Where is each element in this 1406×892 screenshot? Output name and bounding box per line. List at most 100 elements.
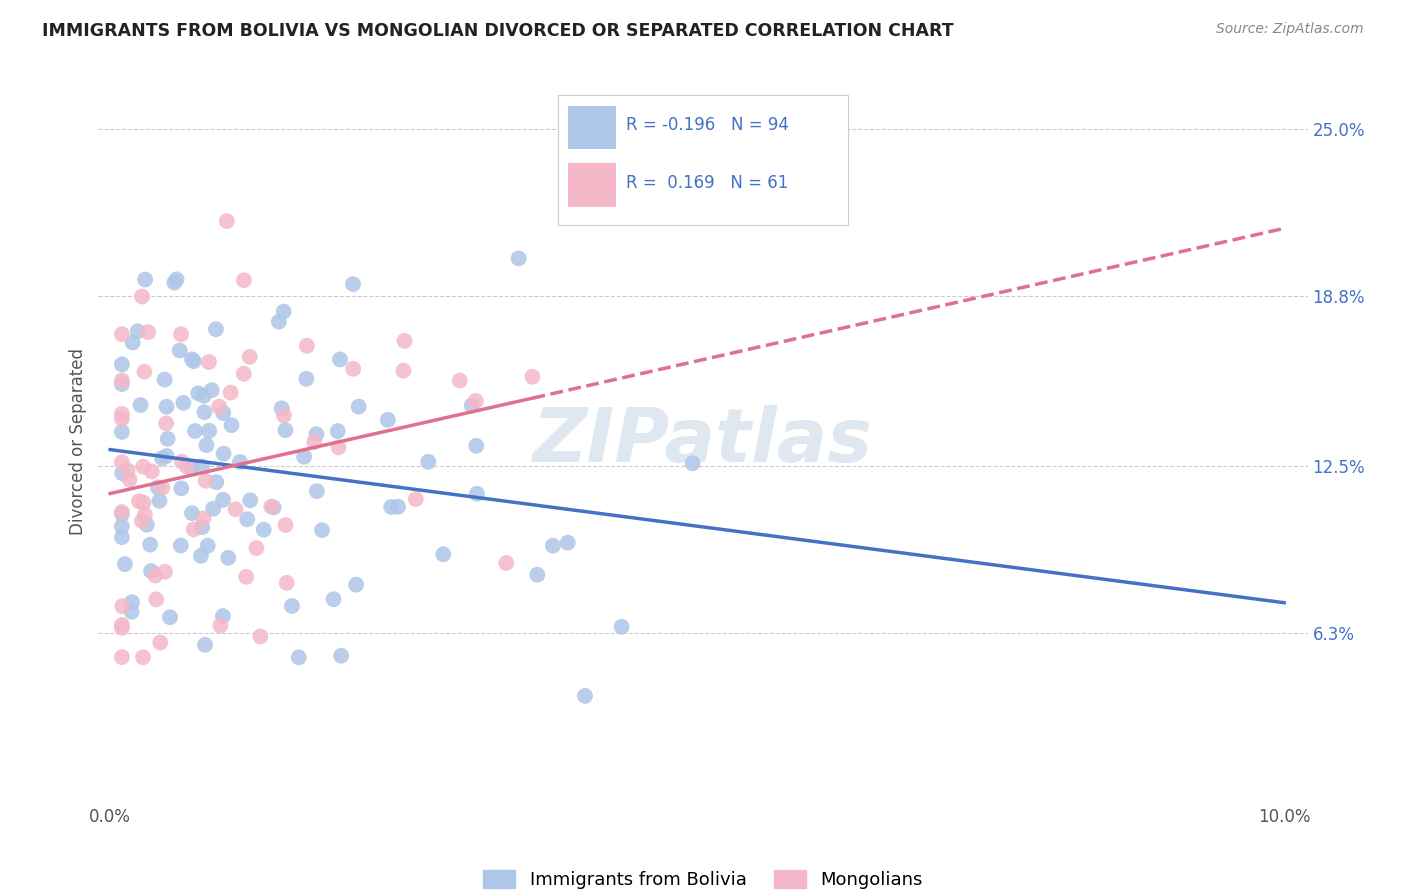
Point bbox=[172, 396, 194, 410]
Point bbox=[135, 517, 157, 532]
Point bbox=[522, 369, 544, 384]
Point bbox=[193, 511, 215, 525]
Point bbox=[326, 424, 349, 438]
Point bbox=[121, 595, 143, 609]
Text: R =  0.169   N = 61: R = 0.169 N = 61 bbox=[626, 174, 787, 192]
Point bbox=[111, 327, 134, 342]
Point bbox=[270, 401, 292, 416]
Point bbox=[118, 473, 141, 487]
Point bbox=[394, 334, 416, 348]
Point bbox=[128, 494, 150, 508]
Point bbox=[205, 322, 228, 336]
Point bbox=[273, 409, 295, 423]
Point bbox=[131, 514, 153, 528]
Point bbox=[281, 599, 304, 613]
Point bbox=[329, 352, 352, 367]
Point bbox=[295, 339, 318, 353]
Point bbox=[111, 530, 134, 544]
FancyBboxPatch shape bbox=[568, 105, 616, 149]
Point bbox=[292, 450, 315, 464]
Point bbox=[215, 214, 238, 228]
Point bbox=[132, 496, 155, 510]
Point bbox=[111, 507, 134, 521]
Point bbox=[311, 523, 333, 537]
Point bbox=[111, 519, 134, 533]
Point bbox=[212, 609, 235, 624]
Point bbox=[111, 466, 134, 480]
Point bbox=[209, 618, 232, 632]
Point bbox=[557, 535, 579, 549]
Point bbox=[322, 592, 344, 607]
Point bbox=[198, 424, 221, 438]
Point bbox=[156, 432, 179, 446]
Point bbox=[495, 556, 517, 570]
Point bbox=[464, 393, 486, 408]
Point bbox=[149, 635, 172, 649]
Point bbox=[193, 405, 215, 419]
Point bbox=[159, 610, 181, 624]
Point bbox=[194, 638, 217, 652]
Text: R = -0.196   N = 94: R = -0.196 N = 94 bbox=[626, 116, 789, 134]
Point bbox=[132, 650, 155, 665]
Point bbox=[111, 618, 134, 632]
Point bbox=[574, 689, 596, 703]
Point bbox=[405, 491, 427, 506]
Point bbox=[111, 455, 134, 469]
Point bbox=[117, 463, 139, 477]
Point bbox=[239, 493, 262, 508]
Point bbox=[136, 325, 159, 339]
Point bbox=[163, 276, 186, 290]
Y-axis label: Divorced or Separated: Divorced or Separated bbox=[69, 348, 87, 535]
Point bbox=[191, 459, 214, 474]
Point bbox=[180, 460, 202, 475]
Point bbox=[212, 406, 235, 420]
Point bbox=[239, 350, 262, 364]
Point bbox=[146, 480, 169, 494]
Point bbox=[195, 438, 218, 452]
Point bbox=[134, 272, 156, 286]
Point bbox=[347, 400, 370, 414]
Point bbox=[170, 539, 193, 553]
Point bbox=[145, 592, 167, 607]
Point bbox=[267, 315, 290, 329]
Point bbox=[121, 335, 143, 350]
Text: Source: ZipAtlas.com: Source: ZipAtlas.com bbox=[1216, 22, 1364, 37]
Point bbox=[236, 512, 259, 526]
Point bbox=[208, 400, 231, 414]
Point bbox=[111, 357, 134, 371]
Point bbox=[181, 506, 204, 520]
Point bbox=[197, 539, 219, 553]
Point bbox=[212, 447, 235, 461]
Point bbox=[217, 550, 239, 565]
Point bbox=[249, 630, 271, 644]
Point bbox=[328, 440, 350, 454]
Point bbox=[305, 484, 328, 499]
Point bbox=[139, 564, 162, 578]
Legend: Immigrants from Bolivia, Mongolians: Immigrants from Bolivia, Mongolians bbox=[475, 863, 931, 892]
Point bbox=[114, 557, 136, 571]
Point bbox=[342, 361, 364, 376]
Point bbox=[418, 455, 440, 469]
Point bbox=[219, 385, 242, 400]
Point bbox=[253, 523, 276, 537]
Point bbox=[198, 355, 221, 369]
Point bbox=[150, 451, 173, 466]
Point bbox=[111, 599, 134, 614]
Point bbox=[305, 427, 328, 442]
Point bbox=[127, 324, 149, 338]
Point bbox=[432, 547, 454, 561]
FancyBboxPatch shape bbox=[568, 163, 616, 207]
Point bbox=[233, 273, 256, 287]
Point bbox=[148, 493, 170, 508]
Point bbox=[121, 605, 143, 619]
FancyBboxPatch shape bbox=[558, 95, 848, 225]
Point bbox=[225, 502, 247, 516]
Point bbox=[132, 459, 155, 474]
Point bbox=[111, 377, 134, 392]
Point bbox=[134, 365, 156, 379]
Point bbox=[392, 364, 415, 378]
Point bbox=[181, 352, 204, 367]
Point bbox=[155, 417, 177, 431]
Point bbox=[194, 474, 217, 488]
Point bbox=[183, 523, 205, 537]
